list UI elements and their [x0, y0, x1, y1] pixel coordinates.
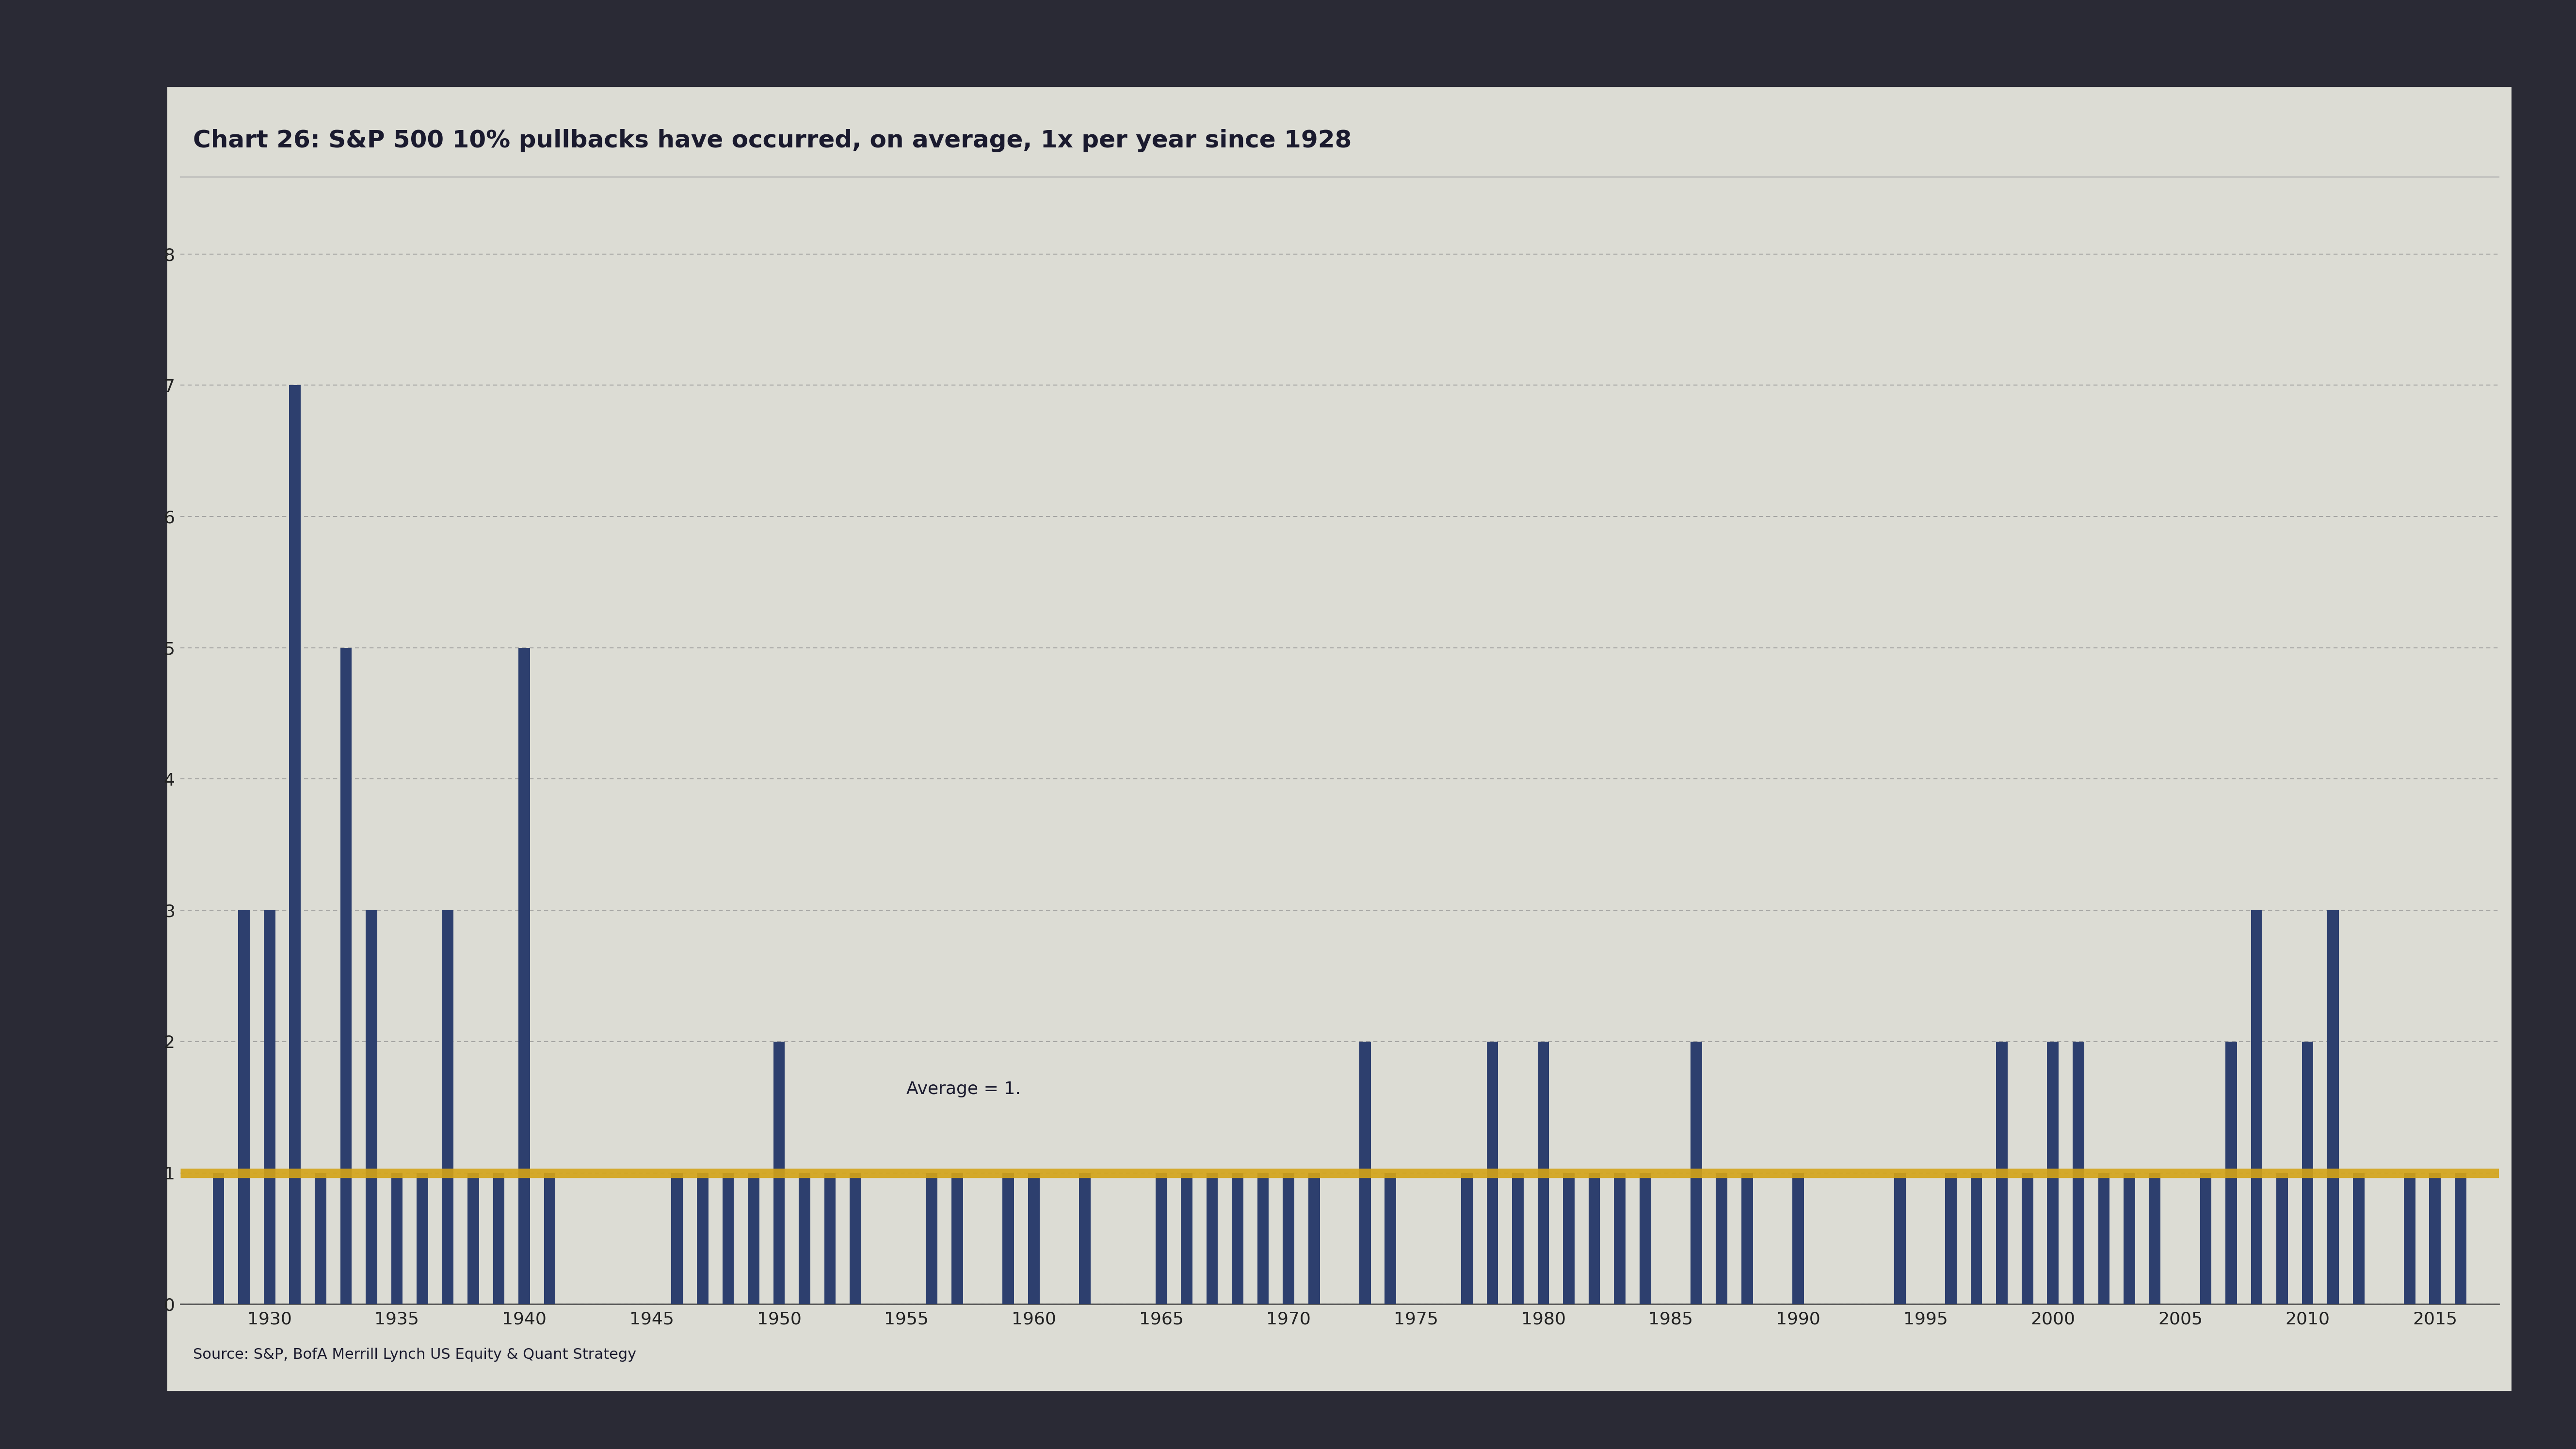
Bar: [698, 1172, 708, 1304]
Bar: [2429, 1172, 2442, 1304]
Bar: [2326, 910, 2339, 1304]
Bar: [2148, 1172, 2161, 1304]
Text: Average = 1.: Average = 1.: [907, 1081, 1020, 1097]
Bar: [927, 1172, 938, 1304]
Bar: [240, 910, 250, 1304]
Bar: [2226, 1042, 2236, 1304]
Bar: [1564, 1172, 1574, 1304]
Bar: [2074, 1042, 2084, 1304]
Bar: [1996, 1042, 2007, 1304]
Bar: [2352, 1172, 2365, 1304]
Bar: [1157, 1172, 1167, 1304]
Bar: [1690, 1042, 1703, 1304]
Bar: [1538, 1042, 1548, 1304]
Bar: [672, 1172, 683, 1304]
Bar: [492, 1172, 505, 1304]
Bar: [2303, 1042, 2313, 1304]
Text: Chart 26: S&P 500 10% pullbacks have occurred, on average, 1x per year since 192: Chart 26: S&P 500 10% pullbacks have occ…: [193, 129, 1352, 152]
Bar: [1257, 1172, 1270, 1304]
Bar: [1486, 1042, 1499, 1304]
Bar: [544, 1172, 556, 1304]
Bar: [1461, 1172, 1473, 1304]
Bar: [1615, 1172, 1625, 1304]
Bar: [518, 648, 531, 1304]
Bar: [289, 385, 301, 1304]
Bar: [1360, 1042, 1370, 1304]
Bar: [1386, 1172, 1396, 1304]
Bar: [824, 1172, 835, 1304]
Bar: [1002, 1172, 1015, 1304]
Bar: [2403, 1172, 2416, 1304]
Bar: [340, 648, 353, 1304]
Bar: [951, 1172, 963, 1304]
Bar: [392, 1172, 402, 1304]
Bar: [417, 1172, 428, 1304]
Bar: [1180, 1172, 1193, 1304]
Bar: [2048, 1042, 2058, 1304]
Bar: [1309, 1172, 1319, 1304]
Bar: [747, 1172, 760, 1304]
Bar: [2123, 1172, 2136, 1304]
Bar: [2251, 910, 2262, 1304]
Bar: [214, 1172, 224, 1304]
Bar: [1231, 1172, 1244, 1304]
Bar: [1793, 1172, 1803, 1304]
Bar: [1028, 1172, 1041, 1304]
Bar: [2455, 1172, 2465, 1304]
Bar: [1893, 1172, 1906, 1304]
Bar: [1589, 1172, 1600, 1304]
Bar: [443, 910, 453, 1304]
Bar: [2277, 1172, 2287, 1304]
Bar: [314, 1172, 327, 1304]
Bar: [1971, 1172, 1981, 1304]
Text: Source: S&P, BofA Merrill Lynch US Equity & Quant Strategy: Source: S&P, BofA Merrill Lynch US Equit…: [193, 1348, 636, 1362]
Bar: [469, 1172, 479, 1304]
Bar: [1283, 1172, 1293, 1304]
Bar: [850, 1172, 860, 1304]
Bar: [773, 1042, 786, 1304]
Bar: [1512, 1172, 1522, 1304]
Bar: [2097, 1172, 2110, 1304]
Bar: [1741, 1172, 1752, 1304]
Bar: [721, 1172, 734, 1304]
Bar: [263, 910, 276, 1304]
Bar: [2022, 1172, 2032, 1304]
Bar: [1079, 1172, 1090, 1304]
Bar: [1206, 1172, 1218, 1304]
Bar: [799, 1172, 811, 1304]
Bar: [1945, 1172, 1958, 1304]
Bar: [366, 910, 376, 1304]
Bar: [1716, 1172, 1728, 1304]
Bar: [2200, 1172, 2210, 1304]
Bar: [1638, 1172, 1651, 1304]
